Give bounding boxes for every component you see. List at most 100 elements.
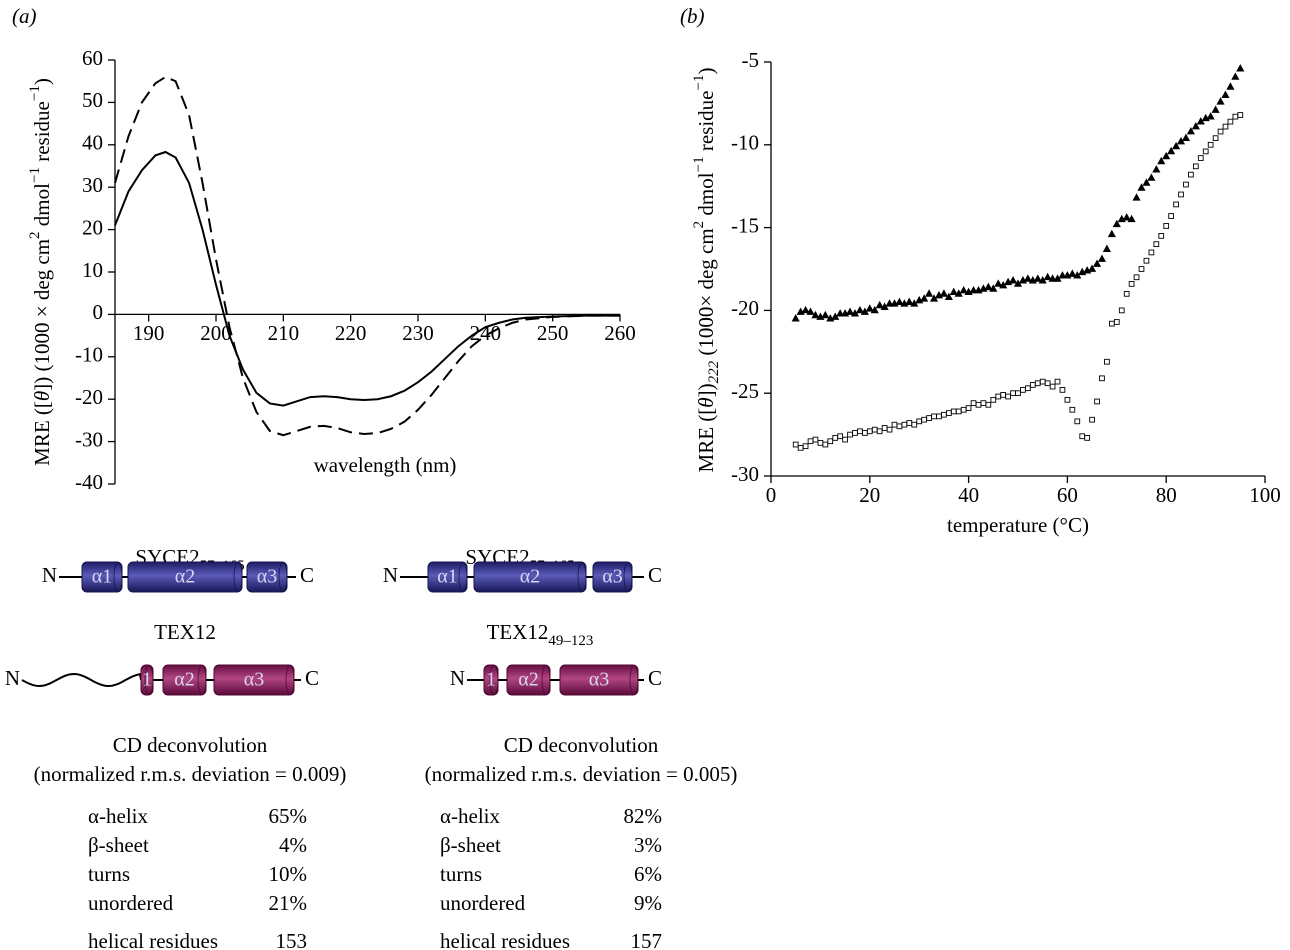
- point: [945, 410, 952, 416]
- c-terminus: C: [648, 563, 662, 587]
- point: [995, 393, 1002, 400]
- y-tick-label: -20: [731, 296, 759, 320]
- point: [1084, 435, 1091, 441]
- point: [1079, 433, 1086, 440]
- point: [1128, 281, 1135, 287]
- point: [1092, 259, 1102, 267]
- label-part: ]): [694, 383, 718, 397]
- point: [875, 300, 884, 309]
- point: [1112, 219, 1121, 228]
- point: [1178, 191, 1184, 198]
- point: [920, 294, 929, 302]
- helix-end: [197, 665, 207, 695]
- title-subscript: 49–123: [548, 633, 593, 649]
- row-value: 3%: [634, 833, 662, 857]
- label-part: −1: [27, 85, 43, 101]
- row-value: 9%: [634, 891, 662, 915]
- table-title: CD deconvolution: [504, 733, 659, 757]
- point: [1005, 393, 1011, 400]
- helix-label: α3: [602, 566, 622, 588]
- helix-end: [623, 562, 633, 592]
- diagram-title: TEX1249–123: [487, 620, 594, 650]
- y-tick-label: -30: [731, 462, 759, 486]
- helix-end: [577, 562, 587, 592]
- point: [1025, 385, 1031, 392]
- helix-end: [489, 665, 499, 695]
- y-tick-label: -5: [742, 48, 760, 72]
- point: [852, 430, 858, 436]
- point: [989, 284, 998, 292]
- point: [1221, 90, 1230, 98]
- point: [1163, 223, 1170, 229]
- line-series: [114, 150, 620, 407]
- point: [901, 421, 908, 428]
- diagram-title: TEX12: [154, 620, 216, 644]
- point: [1059, 387, 1066, 393]
- label-part: residue: [30, 101, 54, 167]
- point: [807, 438, 814, 445]
- helix-end: [285, 665, 295, 695]
- point: [1168, 213, 1174, 219]
- point: [1069, 406, 1076, 413]
- table-subtitle: (normalized r.m.s. deviation = 0.009): [34, 762, 347, 786]
- helix-label: α2: [520, 566, 540, 588]
- point: [1172, 141, 1181, 150]
- point: [847, 431, 853, 438]
- helix-label: α2: [174, 669, 194, 691]
- point: [984, 282, 993, 291]
- point: [1020, 387, 1026, 393]
- point: [802, 443, 809, 450]
- point: [994, 279, 1003, 287]
- row-value: 153: [276, 929, 308, 950]
- row-label: α-helix: [440, 804, 500, 828]
- point: [1048, 274, 1057, 282]
- point: [1133, 274, 1140, 281]
- y-tick-label: -25: [731, 379, 759, 403]
- title-text: TEX12: [487, 620, 549, 644]
- point: [1212, 135, 1219, 142]
- point: [1167, 146, 1176, 155]
- point: [939, 289, 948, 297]
- point: [1232, 113, 1239, 120]
- y-tick-label: -10: [731, 131, 759, 155]
- point: [1227, 118, 1234, 125]
- row-value: 82%: [624, 804, 663, 828]
- point: [1107, 229, 1116, 238]
- y-tick-label: -30: [75, 427, 103, 451]
- point: [832, 435, 839, 441]
- point: [857, 428, 863, 435]
- helix-label: α3: [257, 566, 277, 588]
- label-part: θ: [694, 397, 718, 407]
- point: [1138, 266, 1145, 272]
- point: [866, 428, 873, 435]
- point: [870, 305, 879, 314]
- point: [801, 305, 810, 314]
- point: [1231, 72, 1240, 80]
- y-tick-label: -15: [731, 213, 759, 237]
- point: [1015, 390, 1021, 397]
- point: [985, 401, 992, 408]
- point: [1217, 128, 1224, 135]
- y-tick-label: 0: [93, 300, 104, 324]
- x-tick-label: 230: [402, 321, 434, 345]
- n-terminus: N: [5, 666, 20, 690]
- label-part: dmol: [30, 183, 54, 232]
- label-part: −1: [691, 156, 707, 172]
- point: [1033, 274, 1042, 282]
- point: [1202, 148, 1209, 155]
- x-tick-label: 0: [766, 483, 777, 507]
- point: [1058, 271, 1067, 279]
- point: [950, 408, 957, 415]
- helix-end: [541, 665, 551, 695]
- point: [1054, 378, 1061, 385]
- point: [896, 423, 903, 430]
- row-label: β-sheet: [440, 833, 501, 857]
- point: [842, 436, 848, 443]
- point: [837, 433, 844, 440]
- point: [1132, 193, 1141, 201]
- helix-label: α2: [175, 566, 195, 588]
- point: [1148, 249, 1155, 256]
- point: [1181, 133, 1191, 142]
- panel-label: (a): [12, 4, 37, 28]
- label-part: dmol: [694, 172, 718, 221]
